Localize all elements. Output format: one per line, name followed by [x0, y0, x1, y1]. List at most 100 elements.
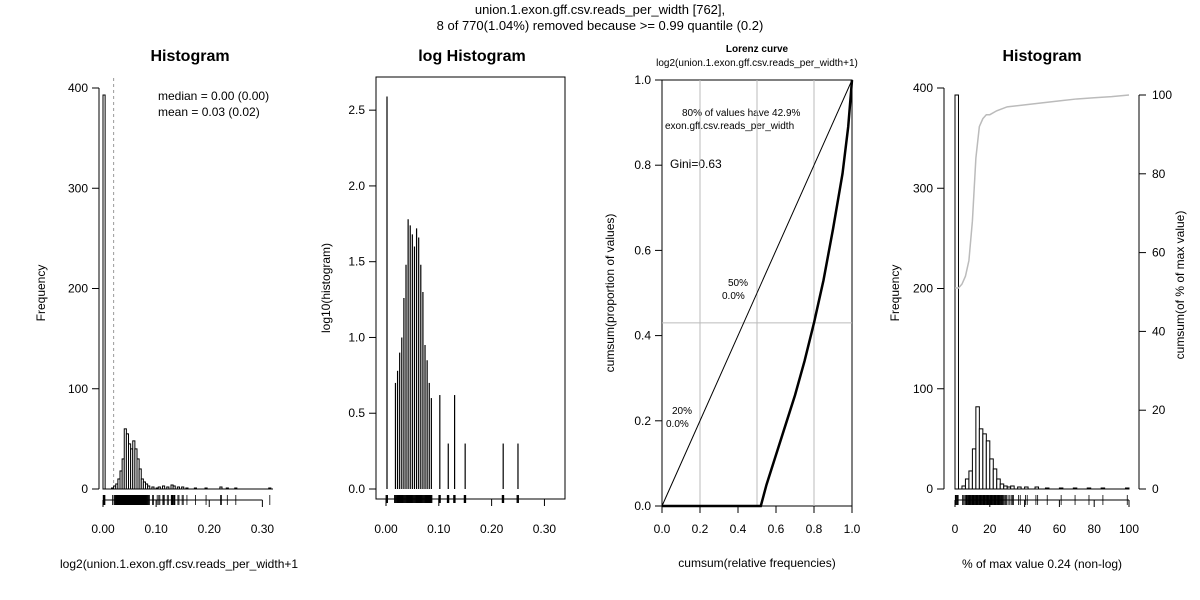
x-tick-label: 0.20 — [480, 522, 504, 536]
histogram2-ylabel: Frequency — [888, 265, 902, 322]
x-tick-label: 60 — [1053, 522, 1067, 536]
y-tick-right-label: 60 — [1152, 246, 1166, 260]
histogram-bar — [1058, 487, 1064, 490]
histogram-bar — [971, 448, 977, 490]
y-tick-label: 0 — [926, 482, 933, 496]
histogram-bar — [268, 487, 272, 490]
histogram-bar — [1006, 486, 1012, 490]
y-tick-label: 0.8 — [634, 158, 651, 172]
x-tick-label: 0.10 — [144, 522, 168, 536]
histogram-bar — [181, 486, 185, 490]
histogram-bar — [147, 485, 151, 490]
lorenz-ylabel: cumsum(proportion of values) — [603, 214, 617, 373]
histogram-bar — [234, 487, 238, 490]
y-tick-right-label: 40 — [1152, 324, 1166, 338]
y-tick-label: 2.0 — [348, 179, 365, 193]
figure-title-line2: 8 of 770(1.04%) removed because >= 0.99 … — [437, 18, 764, 33]
log-histogram-ylabel: log10(histogram) — [319, 243, 333, 333]
histogram-bar — [1010, 485, 1015, 490]
histogram-bar — [166, 486, 170, 490]
histogram-bar — [999, 483, 1005, 490]
lorenz-xlabel: cumsum(relative frequencies) — [678, 556, 835, 570]
y-tick-label: 0.5 — [348, 406, 365, 420]
y-tick-label: 1.0 — [348, 330, 365, 344]
y-tick-right-label: 80 — [1152, 167, 1166, 181]
lorenz-50-note-2: 0.0% — [722, 291, 745, 302]
histogram-bar — [225, 487, 229, 490]
y-tick-label: 1.5 — [348, 255, 365, 269]
panel-histogram-nonlog: Histogram Frequency cumsum(of % of max v… — [888, 48, 1187, 571]
histogram2-title: Histogram — [1002, 48, 1081, 65]
panel-log-histogram: log Histogram log10(histogram) 0.0 0.5 1.0… — [319, 48, 566, 536]
histogram-bar — [1017, 486, 1022, 490]
x-tick-label: 0.8 — [806, 522, 823, 536]
histogram-bar — [151, 486, 155, 490]
x-tick-label: 0.4 — [730, 522, 747, 536]
lorenz-top-note-1: 80% of values have 42.9% — [682, 108, 801, 119]
x-tick-label: 0.2 — [692, 522, 709, 536]
x-tick-label: 100 — [1119, 522, 1139, 536]
x-tick-label: 0.30 — [533, 522, 557, 536]
x-tick-label: 0.20 — [198, 522, 222, 536]
y-tick-label: 2.5 — [348, 103, 365, 117]
histogram2-ylabel-right: cumsum(of % of max value) — [1173, 211, 1187, 360]
histogram-bar — [954, 94, 959, 490]
histogram-bar — [1086, 487, 1092, 490]
histogram-bar — [176, 486, 180, 490]
y-tick-label: 300 — [68, 181, 88, 195]
y-tick-right-label: 0 — [1152, 482, 1159, 496]
histogram-bar — [193, 487, 197, 490]
histogram-bar — [162, 485, 166, 490]
histogram-bar — [989, 458, 994, 490]
histogram-xlabel: log2(union.1.exon.gff.csv.reads_per_widt… — [60, 557, 298, 571]
histogram-bar — [978, 428, 984, 490]
x-tick-label: 0.00 — [374, 522, 398, 536]
histogram2-xlabel: % of max value 0.24 (non-log) — [962, 557, 1122, 571]
histogram-bar — [982, 433, 987, 490]
y-tick-label: 400 — [68, 81, 88, 95]
x-tick-label: 0.00 — [91, 522, 115, 536]
histogram-bar — [102, 94, 106, 490]
lorenz-20-note-1: 20% — [672, 406, 692, 417]
y-tick-label: 400 — [913, 81, 933, 95]
y-tick-label: 0.2 — [634, 414, 651, 428]
y-tick-label: 0.4 — [634, 329, 651, 343]
histogram-bar — [1044, 487, 1050, 490]
y-tick-label: 1.0 — [634, 73, 651, 87]
histogram-bar — [1024, 486, 1029, 490]
y-tick-label: 0 — [81, 482, 88, 496]
x-tick-label: 0.10 — [427, 522, 451, 536]
y-tick-right-label: 100 — [1152, 88, 1172, 102]
histogram-bar — [219, 486, 223, 490]
y-tick-right-label: 20 — [1152, 403, 1166, 417]
y-tick-label: 100 — [913, 382, 933, 396]
y-tick-label: 200 — [913, 282, 933, 296]
equality-line — [661, 79, 853, 507]
cumulative-curve — [955, 94, 1130, 289]
lorenz-curve — [662, 79, 854, 508]
mean-annotation: mean = 0.03 (0.02) — [158, 105, 260, 119]
histogram-bar — [157, 486, 161, 490]
x-tick-label: 0.30 — [251, 522, 275, 536]
x-tick-label: 80 — [1088, 522, 1102, 536]
histogram-bar — [1034, 486, 1040, 490]
histogram-bar — [1100, 487, 1106, 490]
y-tick-label: 300 — [913, 181, 933, 195]
histogram-bar — [1072, 487, 1078, 490]
x-tick-label: 40 — [1018, 522, 1032, 536]
y-tick-label: 200 — [68, 282, 88, 296]
x-tick-label: 1.0 — [844, 522, 861, 536]
y-tick-label: 0.0 — [634, 499, 651, 513]
lorenz-gini: Gini=0.63 — [670, 157, 722, 171]
x-tick-label: 0.0 — [654, 522, 671, 536]
histogram-bar — [992, 468, 998, 490]
histogram-bar — [996, 478, 1001, 490]
histogram-bar — [172, 485, 176, 490]
log-histogram-title: log Histogram — [418, 48, 526, 65]
lorenz-top-note-2: exon.gff.csv.reads_per_width — [665, 121, 794, 132]
histogram-bar — [985, 440, 991, 490]
lorenz-20-note-2: 0.0% — [666, 419, 689, 430]
histogram-bar — [961, 485, 966, 490]
lorenz-50-note-1: 50% — [728, 278, 748, 289]
